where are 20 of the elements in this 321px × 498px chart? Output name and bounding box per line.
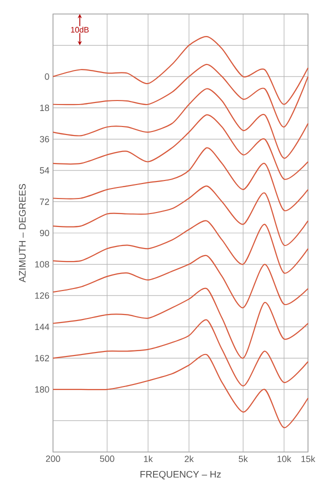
x-tick-label: 200 [46,456,60,462]
y-tick-label: 90 [40,230,50,236]
y-tick-label: 144 [35,324,50,330]
x-tick-label: 500 [100,456,114,462]
y-axis-title: AZIMUTH – DEGREES [18,184,26,282]
y-tick-label: 126 [35,292,50,299]
y-tick-label: 0 [44,73,50,80]
y-tick-label: 72 [40,198,50,205]
x-tick-label: 2k [184,456,194,462]
x-tick-label: 1k [144,456,153,462]
y-tick-label: 162 [35,354,50,362]
x-tick-label: 15k [301,456,316,462]
x-axis-title: FREQUENCY – Hz [140,470,221,480]
x-tick-label: 5k [238,456,248,462]
y-tick-label: 36 [40,136,50,142]
y-tick-label: 180 [35,386,50,393]
y-tick-label: 18 [40,104,50,112]
y-tick-label: 108 [35,261,50,268]
x-tick-label: 10k [278,456,292,462]
y-tick-label: 54 [40,167,50,174]
